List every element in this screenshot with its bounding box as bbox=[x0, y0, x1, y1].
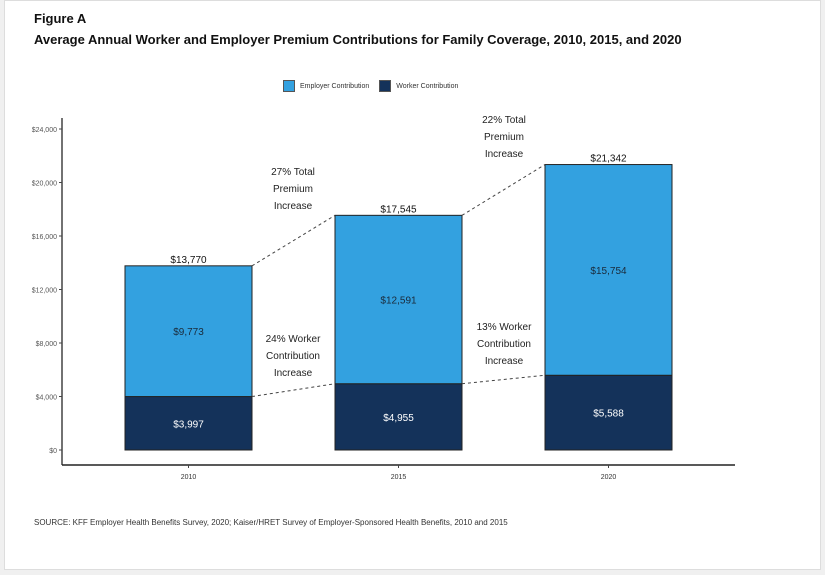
x-tick-label: 2020 bbox=[601, 474, 617, 481]
y-tick-label: $20,000 bbox=[32, 181, 57, 188]
annotation-text: Increase bbox=[274, 201, 313, 212]
x-tick-label: 2010 bbox=[181, 474, 197, 481]
data-label-worker: $5,588 bbox=[593, 409, 624, 420]
legend-label-worker: Worker Contribution bbox=[396, 82, 459, 90]
connector-total bbox=[251, 214, 336, 267]
legend-item-worker: Worker Contribution bbox=[379, 80, 458, 92]
annotation-text: Increase bbox=[485, 149, 524, 160]
data-label-employer: $9,773 bbox=[173, 327, 204, 338]
data-label-worker: $3,997 bbox=[173, 419, 204, 430]
bar-employer bbox=[334, 214, 463, 385]
y-tick-label: $12,000 bbox=[32, 288, 57, 295]
y-tick-label: $8,000 bbox=[36, 341, 58, 348]
data-label-total: $17,545 bbox=[380, 204, 417, 215]
legend-item-employer: Employer Contribution bbox=[283, 80, 369, 92]
chart-title: Average Annual Worker and Employer Premi… bbox=[34, 32, 682, 47]
annotation-text: 27% Total bbox=[271, 167, 315, 178]
figure-label: Figure A bbox=[34, 11, 87, 26]
annotation-text: Premium bbox=[273, 184, 313, 195]
annotation-text: Increase bbox=[274, 368, 313, 379]
source-note: SOURCE: KFF Employer Health Benefits Sur… bbox=[34, 518, 508, 527]
annotation-text: Increase bbox=[485, 356, 524, 367]
annotation-text: 22% Total bbox=[482, 115, 526, 126]
data-label-employer: $12,591 bbox=[380, 296, 417, 307]
annotation-text: Premium bbox=[484, 132, 524, 143]
legend-swatch-worker bbox=[379, 80, 392, 92]
annotation-text: 24% Worker bbox=[266, 334, 322, 345]
bar-worker bbox=[544, 374, 673, 451]
legend: Employer Contribution Worker Contributio… bbox=[283, 80, 468, 92]
connector-worker bbox=[461, 374, 546, 385]
y-tick-label: $4,000 bbox=[36, 395, 58, 402]
connector-worker bbox=[251, 383, 336, 398]
y-tick-label: $16,000 bbox=[32, 234, 57, 241]
annotation-text: Contribution bbox=[266, 351, 320, 362]
data-label-total: $13,770 bbox=[170, 255, 207, 266]
legend-label-employer: Employer Contribution bbox=[300, 82, 370, 90]
data-label-total: $21,342 bbox=[590, 154, 627, 165]
bar-employer bbox=[544, 164, 673, 376]
y-tick-label: $0 bbox=[49, 448, 57, 455]
data-label-employer: $15,754 bbox=[590, 266, 627, 277]
x-tick-label: 2015 bbox=[391, 474, 407, 481]
y-tick-label: $24,000 bbox=[32, 127, 57, 134]
bar-employer bbox=[124, 265, 253, 398]
annotation-text: Contribution bbox=[477, 339, 531, 350]
legend-swatch-employer bbox=[283, 80, 295, 92]
data-label-worker: $4,955 bbox=[383, 413, 414, 424]
annotation-text: 13% Worker bbox=[477, 322, 533, 333]
connector-total bbox=[461, 164, 546, 216]
bar-worker bbox=[124, 396, 253, 451]
